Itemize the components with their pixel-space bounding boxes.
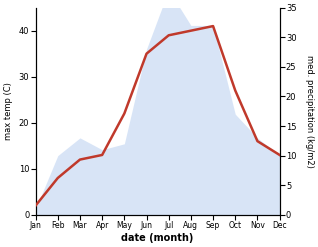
Y-axis label: max temp (C): max temp (C) (4, 82, 13, 140)
X-axis label: date (month): date (month) (121, 233, 194, 243)
Y-axis label: med. precipitation (kg/m2): med. precipitation (kg/m2) (305, 55, 314, 168)
